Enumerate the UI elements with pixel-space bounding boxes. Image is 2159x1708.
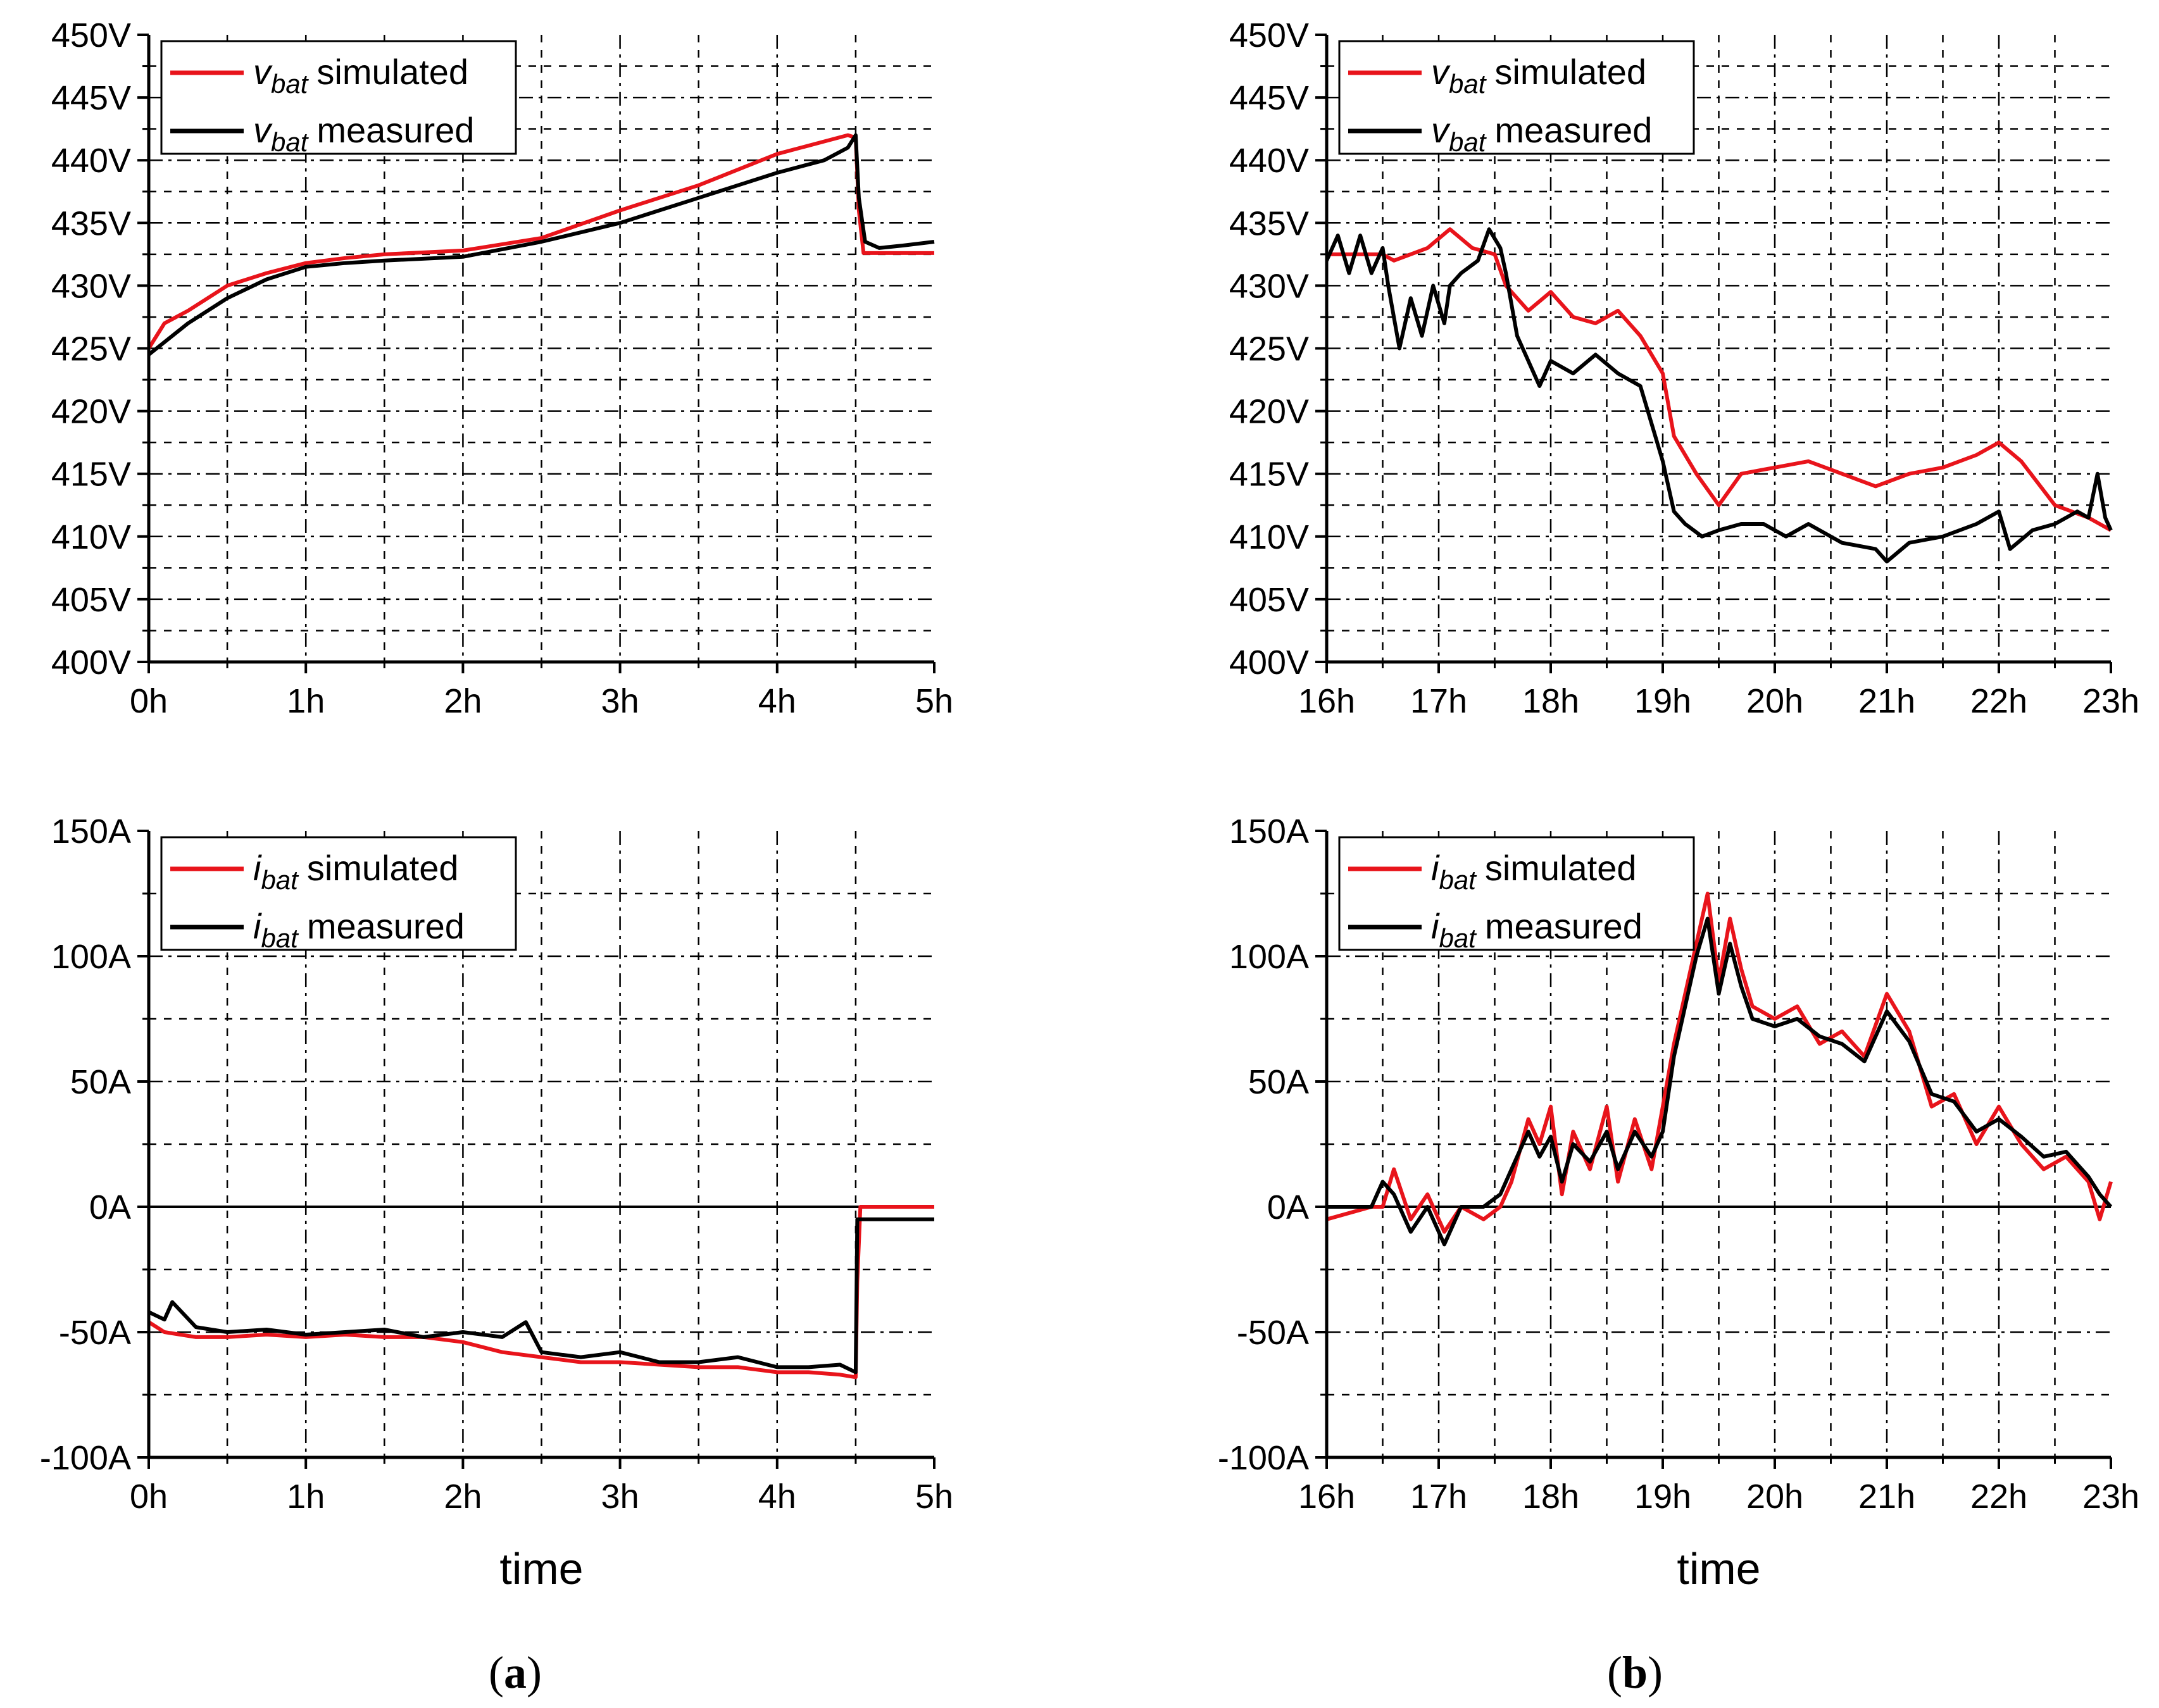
x-tick-label: 0h (130, 682, 168, 720)
x-tick-label: 21h (1858, 1478, 1915, 1516)
x-tick-label: 3h (601, 1478, 639, 1516)
series-line-simulated (147, 1205, 934, 1380)
x-tick-label: 22h (1970, 1478, 2027, 1516)
y-tick-label: 450V (1229, 16, 1309, 54)
legend-label-measured: vbat measured (1431, 110, 1652, 157)
x-tick-label: 17h (1410, 1478, 1467, 1516)
panel-label-a: (a) (489, 1647, 542, 1698)
x-tick-label: 5h (915, 682, 953, 720)
y-tick-label: 405V (1229, 581, 1309, 619)
panel-a-voltage-chart: 0h 1h 2h 3h 4h 5h 400V 405V 410V 415V 420V 425V 430V… (51, 16, 953, 720)
x-tick-label: 22h (1970, 682, 2027, 720)
x-tick-label: 3h (601, 682, 639, 720)
y-tick-label: 150A (51, 813, 131, 851)
grid (149, 35, 934, 662)
y-tick-label: 445V (1229, 79, 1309, 117)
y-tick-label: 0A (1267, 1188, 1309, 1226)
y-tick-label: 440V (51, 142, 131, 180)
legend-box (160, 836, 517, 951)
x-tick-label: 1h (287, 1478, 325, 1516)
y-tick-label: 420V (51, 393, 131, 431)
y-tick-label: 410V (51, 518, 131, 556)
legend-label-simulated: ibat simulated (253, 848, 459, 895)
panel-a-current-chart: 0h 1h 2h 3h 4h 5h -100A -50A 0A 50A 100A 150A time ib… (40, 813, 953, 1593)
x-axis-title: time (499, 1544, 583, 1593)
x-tick-label: 17h (1410, 682, 1467, 720)
series-line-measured (147, 1217, 934, 1375)
y-tick-label: 435V (1229, 204, 1309, 242)
x-tick-label: 19h (1634, 682, 1691, 720)
y-tick-label: 50A (70, 1063, 131, 1101)
x-tick-label: 18h (1522, 682, 1579, 720)
grid (149, 831, 934, 1457)
x-tick-label: 20h (1746, 682, 1803, 720)
x-tick-label: 23h (2082, 682, 2139, 720)
y-tick-label: 50A (1248, 1063, 1309, 1101)
x-tick-label: 4h (758, 682, 796, 720)
grid (1327, 831, 2111, 1457)
y-tick-label: 0A (89, 1188, 131, 1226)
y-tick-label: 100A (1229, 938, 1309, 976)
legend-label-measured: ibat measured (1431, 906, 1643, 953)
y-tick-label: -50A (1237, 1314, 1309, 1352)
x-tick-label: 20h (1746, 1478, 1803, 1516)
y-tick-label: 445V (51, 79, 131, 117)
legend: vbat simulated vbat measured (1338, 40, 1695, 157)
legend-label-simulated: ibat simulated (1431, 848, 1637, 895)
y-tick-label: 405V (51, 581, 131, 619)
legend-label-measured: ibat measured (253, 906, 465, 953)
x-tick-label: 5h (915, 1478, 953, 1516)
y-tick-label: 450V (51, 16, 131, 54)
x-tick-label: 18h (1522, 1478, 1579, 1516)
x-tick-label: 1h (287, 682, 325, 720)
y-tick-label: -50A (59, 1314, 131, 1352)
legend: ibat simulated ibat measured (1338, 836, 1695, 953)
series-line-measured (1325, 227, 2113, 564)
x-tick-label: 16h (1298, 682, 1355, 720)
y-tick-label: 430V (1229, 267, 1309, 305)
y-tick-label: 435V (51, 204, 131, 242)
legend-label-simulated: vbat simulated (1431, 52, 1646, 99)
x-tick-label: 0h (130, 1478, 168, 1516)
legend-label-measured: vbat measured (253, 110, 474, 157)
legend-box (1338, 40, 1695, 155)
x-tick-label: 23h (2082, 1478, 2139, 1516)
x-tick-label: 21h (1858, 682, 1915, 720)
y-tick-label: 400V (1229, 644, 1309, 682)
x-tick-label: 2h (444, 1478, 482, 1516)
x-tick-label: 4h (758, 1478, 796, 1516)
y-tick-label: 415V (51, 456, 131, 494)
legend-box (1338, 836, 1695, 951)
grid (1327, 35, 2111, 662)
x-tick-label: 2h (444, 682, 482, 720)
panel-b-current-chart: 16h 17h 18h 19h 20h 21h 22h 23h -100A -50A 0A 50A 10… (1218, 813, 2139, 1593)
panel-label-b: (b) (1607, 1647, 1663, 1698)
x-tick-label: 16h (1298, 1478, 1355, 1516)
legend: ibat simulated ibat measured (160, 836, 517, 953)
legend: vbat simulated vbat measured (160, 40, 517, 157)
y-tick-label: -100A (1218, 1439, 1309, 1477)
x-tick-label: 19h (1634, 1478, 1691, 1516)
y-tick-label: 430V (51, 267, 131, 305)
y-tick-label: 100A (51, 938, 131, 976)
y-tick-label: 425V (1229, 330, 1309, 368)
y-tick-label: 415V (1229, 456, 1309, 494)
legend-label-simulated: vbat simulated (253, 52, 468, 99)
y-tick-label: 400V (51, 644, 131, 682)
legend-box (160, 40, 517, 155)
series-line-measured (147, 133, 935, 356)
y-tick-label: 420V (1229, 393, 1309, 431)
y-tick-label: 150A (1229, 813, 1309, 851)
series-line-measured (1327, 916, 2113, 1247)
y-tick-label: 425V (51, 330, 131, 368)
y-tick-label: -100A (40, 1439, 131, 1477)
panel-b-voltage-chart: 16h 17h 18h 19h 20h 21h 22h 23h 400V 405V 410V 415V… (1229, 16, 2139, 720)
x-axis-title: time (1677, 1544, 1760, 1593)
series-line-simulated (1327, 227, 2112, 532)
y-tick-label: 410V (1229, 518, 1309, 556)
y-tick-label: 440V (1229, 142, 1309, 180)
